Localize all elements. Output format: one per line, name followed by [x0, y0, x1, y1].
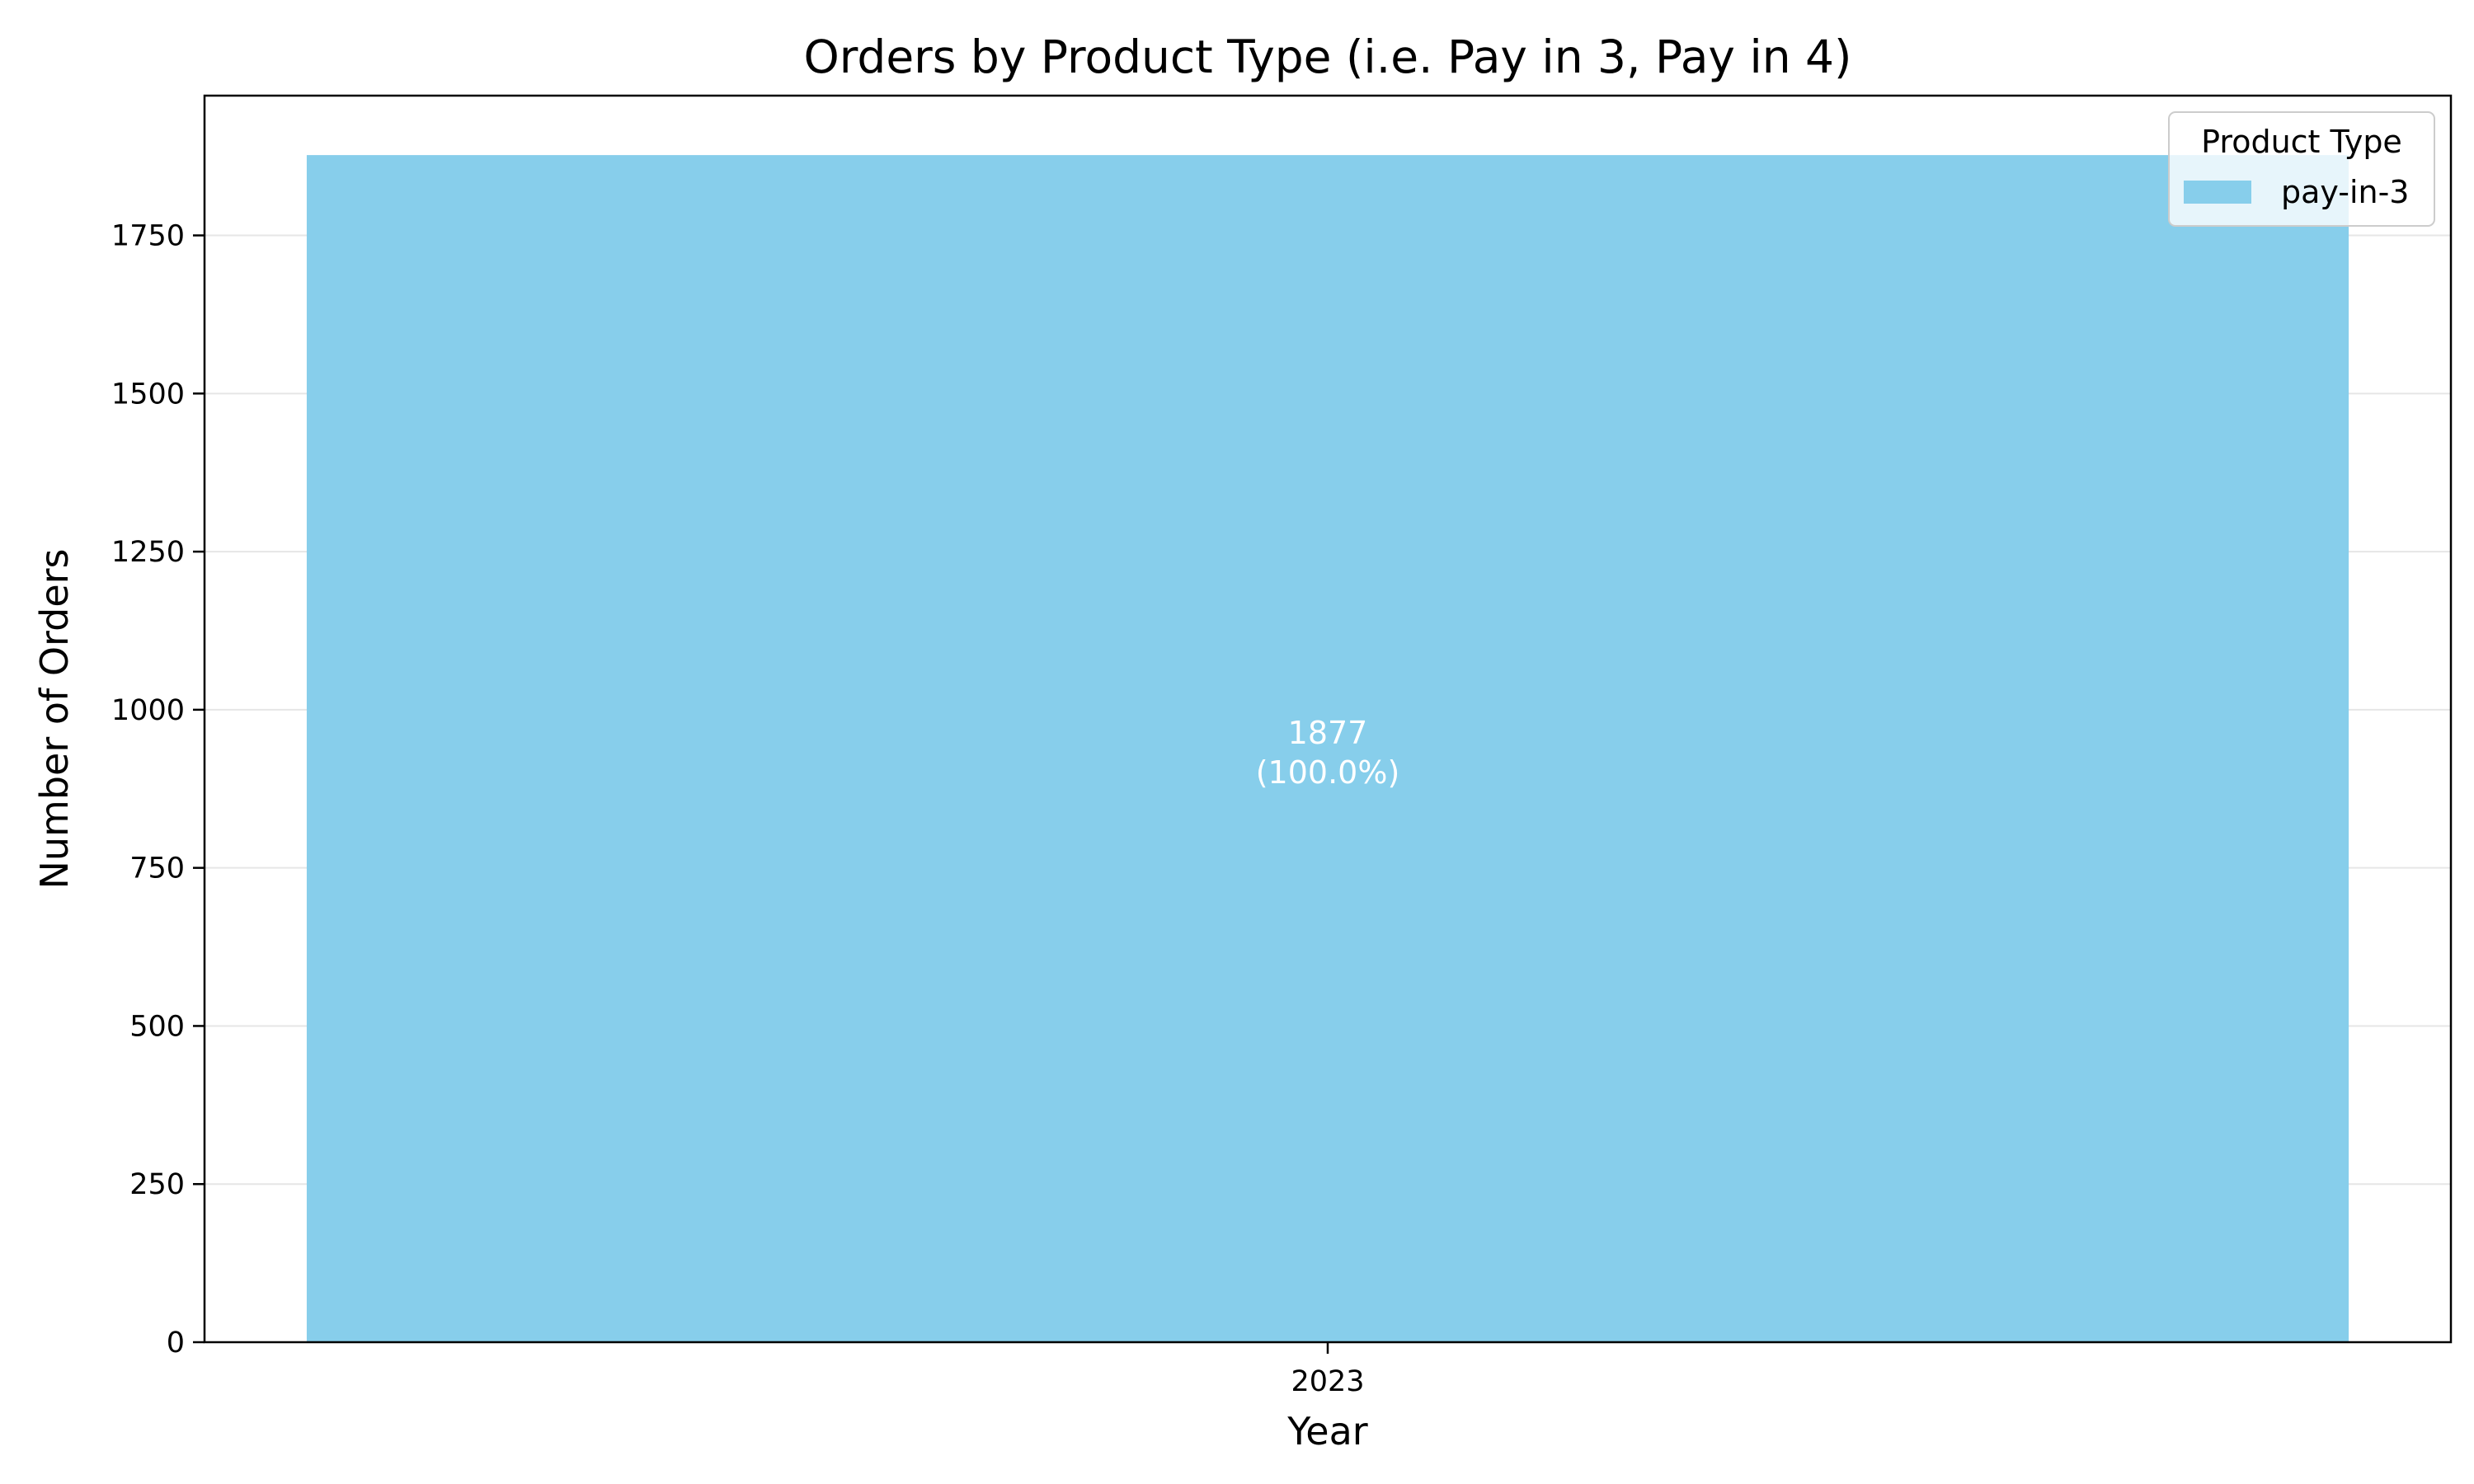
- legend-title: Product Type: [2201, 124, 2402, 160]
- x-axis-ticks: 2023: [1291, 1342, 1365, 1398]
- y-tick-label: 1000: [111, 694, 185, 727]
- bar-pay-in-3-2023: [306, 155, 2349, 1342]
- y-tick-label: 1750: [111, 220, 185, 253]
- data-labels: 1877(100.0%): [1256, 715, 1400, 791]
- y-tick-label: 1500: [111, 378, 185, 411]
- x-tick-label: 2023: [1291, 1365, 1364, 1398]
- y-tick-label: 250: [129, 1168, 185, 1201]
- y-axis-ticks: 0 250 500 750 1000 1250 1500 1750: [111, 220, 205, 1360]
- y-axis-title: Number of Orders: [32, 548, 77, 889]
- data-label-value: 1877: [1288, 715, 1368, 751]
- x-axis-title: Year: [1286, 1409, 1367, 1453]
- y-tick-label: 1250: [111, 536, 185, 569]
- y-tick-label: 0: [167, 1327, 185, 1360]
- data-label-percent: (100.0%): [1256, 754, 1400, 791]
- y-tick-label: 500: [129, 1010, 185, 1043]
- legend-swatch-pay-in-3: [2184, 181, 2251, 204]
- legend: Product Type pay-in-3: [2168, 111, 2435, 227]
- legend-label-pay-in-3: pay-in-3: [2281, 174, 2409, 210]
- y-tick-label: 750: [129, 852, 185, 885]
- chart-title: Orders by Product Type (i.e. Pay in 3, P…: [803, 31, 1851, 83]
- bars: [306, 155, 2349, 1342]
